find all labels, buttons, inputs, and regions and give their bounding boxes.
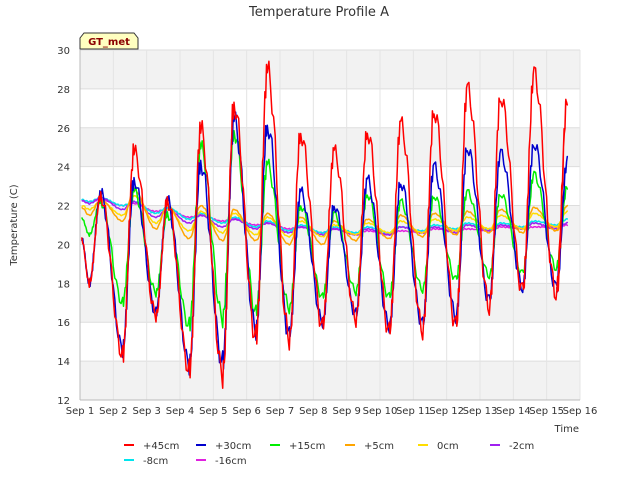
x-tick-label: Sep 7	[266, 406, 294, 417]
y-tick-label: 18	[57, 279, 70, 290]
station-badge: GT_met	[79, 32, 139, 50]
legend-label: +45cm	[143, 441, 179, 452]
legend-label: +5cm	[364, 441, 394, 452]
legend-label: -2cm	[509, 441, 534, 452]
x-tick-label: Sep 8	[299, 406, 327, 417]
x-tick-label: Sep 12	[429, 406, 464, 417]
background-band	[80, 361, 580, 400]
x-tick-label: Sep 5	[199, 406, 227, 417]
legend-label: 0cm	[437, 441, 459, 452]
legend-label: +30cm	[215, 441, 251, 452]
y-tick-label: 26	[57, 124, 70, 135]
x-tick-label: Sep 11	[396, 406, 431, 417]
background-band	[80, 127, 580, 167]
y-tick-label: 20	[57, 240, 70, 251]
y-axis-label: Temperature (C)	[9, 184, 20, 266]
y-tick-label: 12	[57, 396, 70, 407]
y-tick-label: 28	[57, 85, 70, 96]
y-tick-label: 22	[57, 202, 70, 213]
x-tick-label: Sep 16	[563, 406, 598, 417]
x-tick-labels: Sep 1 Sep 2 Sep 3 Sep 4 Sep 5 Sep 6 Sep 7 Sep 8…	[66, 406, 598, 417]
x-tick-label: Sep 3	[132, 406, 160, 417]
x-tick-label: Sep 10	[363, 406, 398, 417]
axes	[79, 50, 580, 401]
background-band	[80, 50, 580, 89]
x-tick-label: Sep 6	[232, 406, 260, 417]
legend-label: +15cm	[289, 441, 325, 452]
y-tick-label: 24	[57, 163, 70, 174]
y-tick-label: 14	[57, 357, 70, 368]
y-tick-label: 16	[57, 318, 70, 329]
x-tick-label: Sep 15	[529, 406, 564, 417]
series-lines	[80, 60, 569, 389]
badge-label: GT_met	[88, 37, 130, 48]
legend-label: -16cm	[215, 456, 247, 467]
x-tick-label: Sep 1	[66, 406, 94, 417]
x-tick-label: Sep 9	[332, 406, 360, 417]
y-tick-labels: 12 14 16 18 20 22 24 26 28 30	[57, 46, 70, 407]
x-tick-label: Sep 14	[496, 406, 531, 417]
legend-label: -8cm	[143, 456, 168, 467]
background-band	[80, 283, 580, 323]
y-tick-label: 30	[57, 46, 70, 57]
x-tick-label: Sep 2	[99, 406, 127, 417]
chart-title: Temperature Profile A	[248, 5, 389, 20]
series-line-plus45cm	[80, 60, 569, 389]
x-tick-label: Sep 4	[166, 406, 194, 417]
badge-box	[79, 32, 139, 50]
x-tick-label: Sep 13	[463, 406, 498, 417]
x-axis-label: Time	[554, 424, 579, 435]
legend: +45cm +30cm +15cm +5cm 0cm -2cm -8cm -16cm	[124, 441, 534, 467]
